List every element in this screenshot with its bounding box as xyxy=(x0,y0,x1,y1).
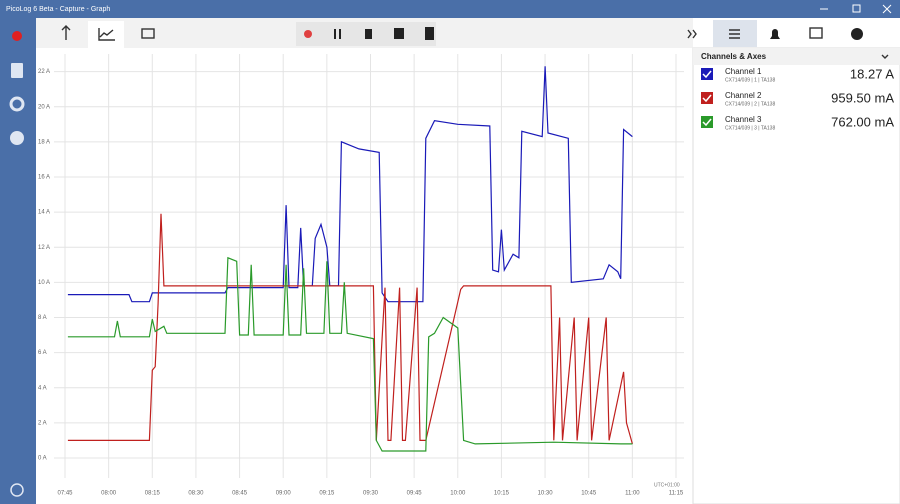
x-tick-label: 08:30 xyxy=(188,491,204,497)
channel-checkbox[interactable] xyxy=(701,116,713,128)
x-tick-label: 10:00 xyxy=(450,491,466,497)
panel-expand[interactable] xyxy=(881,54,889,59)
channels-panel xyxy=(692,47,900,504)
channel-device: CX714/039 | 1 | TA138 xyxy=(725,77,775,83)
record-status[interactable] xyxy=(12,31,22,41)
channel-name: Channel 3 xyxy=(725,115,762,124)
y-tick-label: 8 A xyxy=(38,315,47,321)
help-icon[interactable] xyxy=(10,131,24,145)
y-tick-label: 2 A xyxy=(38,420,47,426)
y-tick-label: 14 A xyxy=(38,210,50,216)
y-tick-label: 6 A xyxy=(38,350,47,356)
file-icon[interactable] xyxy=(11,63,23,78)
checkmark xyxy=(702,70,712,79)
window-controls[interactable] xyxy=(820,4,892,14)
y-tick-label: 20 A xyxy=(38,104,50,110)
channel-reading: 762.00 mA xyxy=(831,114,894,129)
panel-title: Channels & Axes xyxy=(701,52,767,61)
x-tick-label: 10:45 xyxy=(581,491,597,497)
series-line xyxy=(67,256,633,452)
x-tick-label: 08:00 xyxy=(101,491,117,497)
x-tick-label: 11:15 xyxy=(669,491,684,497)
channel-device: CX714/039 | 2 | TA138 xyxy=(725,101,775,107)
x-tick-label: 09:00 xyxy=(276,491,292,497)
feedback-icon[interactable] xyxy=(10,483,24,497)
pause-button[interactable] xyxy=(334,29,341,39)
y-tick-label: 4 A xyxy=(38,385,47,391)
notes-tab[interactable] xyxy=(809,27,823,39)
table-tab[interactable] xyxy=(141,28,155,39)
y-tick-label: 18 A xyxy=(38,139,50,145)
series-line xyxy=(67,213,633,445)
channel-name: Channel 1 xyxy=(725,67,762,76)
sidebar xyxy=(0,18,36,504)
plot-area: 0 A 2 A 4 A 6 A 8 A 10 A 12 A 14 A 16 A 18 A 20 A 2… xyxy=(38,54,684,497)
close-button[interactable] xyxy=(882,4,892,14)
x-tick-label: 09:30 xyxy=(363,491,379,497)
y-tick-label: 10 A xyxy=(38,280,50,286)
channel-reading: 959.50 mA xyxy=(831,90,894,105)
channels-icon xyxy=(729,29,740,39)
info-tab[interactable] xyxy=(851,28,863,40)
export-button[interactable] xyxy=(425,27,434,40)
record-button[interactable] xyxy=(304,30,312,38)
y-tick-label: 12 A xyxy=(38,245,50,251)
x-tick-label: 07:45 xyxy=(57,491,73,497)
timezone-label: UTC+01:00 xyxy=(654,482,680,488)
x-tick-label: 09:15 xyxy=(319,491,335,497)
x-tick-label: 11:00 xyxy=(625,491,640,497)
window-title: PicoLog 6 Beta - Capture - Graph xyxy=(6,6,110,13)
channel-checkbox[interactable] xyxy=(701,68,713,80)
maximize-button[interactable] xyxy=(852,4,861,13)
x-tick-label: 09:45 xyxy=(407,491,423,497)
channel-reading: 18.27 A xyxy=(850,66,894,81)
devices-tab[interactable] xyxy=(61,25,71,40)
save-button[interactable] xyxy=(394,28,404,39)
x-tick-label: 10:15 xyxy=(494,491,510,497)
y-tick-label: 16 A xyxy=(38,175,50,181)
x-tick-label: 10:30 xyxy=(538,491,554,497)
channel-device: CX714/039 | 3 | TA138 xyxy=(725,125,775,131)
channel-checkbox[interactable] xyxy=(701,92,713,104)
graph-icon xyxy=(98,28,115,41)
title-bar xyxy=(0,0,900,18)
checkmark xyxy=(702,94,712,103)
delete-button[interactable] xyxy=(365,29,372,39)
x-tick-label: 08:15 xyxy=(145,491,161,497)
channel-name: Channel 2 xyxy=(725,91,762,100)
x-tick-label: 08:45 xyxy=(232,491,248,497)
panel-header xyxy=(693,48,900,65)
collapse-panel[interactable] xyxy=(687,29,697,39)
y-tick-label: 0 A xyxy=(38,456,47,462)
y-tick-label: 22 A xyxy=(38,69,50,75)
alarms-tab[interactable] xyxy=(770,29,780,39)
series-line xyxy=(67,66,633,303)
checkmark xyxy=(702,118,712,127)
settings-icon[interactable] xyxy=(9,96,25,112)
